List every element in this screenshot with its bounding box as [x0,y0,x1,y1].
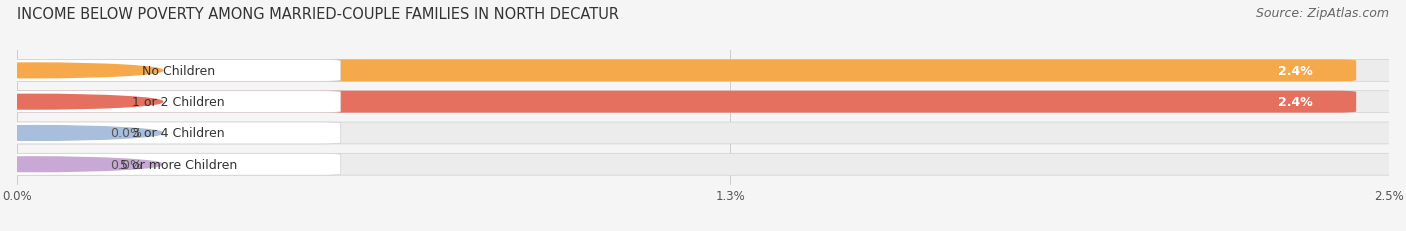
FancyBboxPatch shape [0,91,340,113]
FancyBboxPatch shape [0,122,1406,144]
Text: 3 or 4 Children: 3 or 4 Children [132,127,225,140]
Text: 1 or 2 Children: 1 or 2 Children [132,96,225,109]
Text: No Children: No Children [142,65,215,78]
Circle shape [0,157,163,172]
FancyBboxPatch shape [0,154,1406,176]
Text: 2.4%: 2.4% [1278,96,1312,109]
FancyBboxPatch shape [0,154,115,176]
FancyBboxPatch shape [0,91,1357,113]
FancyBboxPatch shape [0,122,115,144]
Text: Source: ZipAtlas.com: Source: ZipAtlas.com [1256,7,1389,20]
Text: 2.4%: 2.4% [1278,65,1312,78]
Circle shape [0,126,163,141]
Circle shape [0,95,163,109]
Circle shape [0,64,163,78]
Text: 0.0%: 0.0% [110,127,142,140]
FancyBboxPatch shape [0,122,340,144]
FancyBboxPatch shape [0,60,1357,82]
FancyBboxPatch shape [0,60,1406,82]
Text: INCOME BELOW POVERTY AMONG MARRIED-COUPLE FAMILIES IN NORTH DECATUR: INCOME BELOW POVERTY AMONG MARRIED-COUPL… [17,7,619,22]
FancyBboxPatch shape [0,154,340,176]
Text: 5 or more Children: 5 or more Children [120,158,238,171]
FancyBboxPatch shape [0,60,340,82]
FancyBboxPatch shape [0,91,1406,113]
Text: 0.0%: 0.0% [110,158,142,171]
